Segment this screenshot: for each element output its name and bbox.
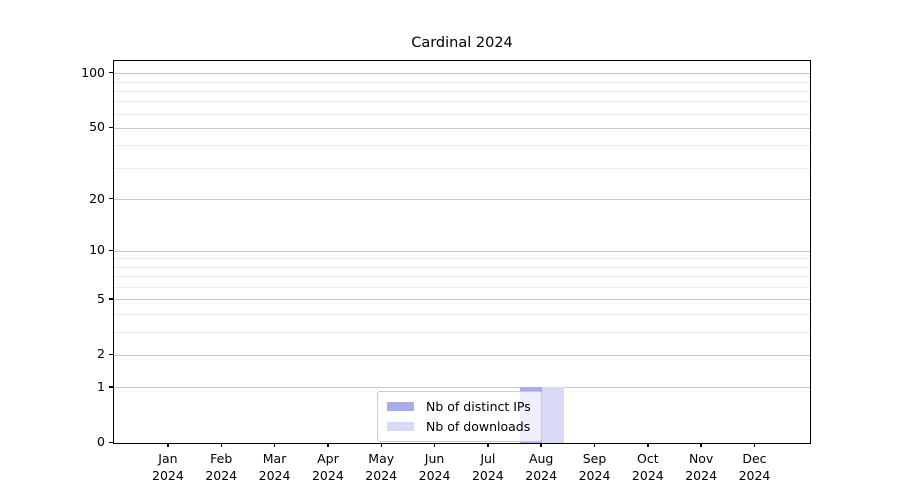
y-gridline-major-5	[114, 299, 810, 301]
y-gridline-major-50	[114, 127, 810, 129]
y-tick-mark-20	[109, 197, 113, 200]
y-tick-label-5: 5	[97, 290, 105, 306]
y-gridline-minor-8	[114, 266, 810, 268]
legend-swatch-downloads	[387, 421, 414, 432]
y-tick-label-2: 2	[97, 346, 105, 362]
y-tick-mark-1	[109, 386, 113, 388]
x-tick-mark-jul	[487, 443, 489, 447]
x-tick-label-jun: Jun 2024	[418, 451, 451, 483]
y-tick-mark-2	[109, 353, 113, 356]
y-gridline-minor-80	[114, 90, 810, 92]
x-tick-mark-mar	[273, 443, 276, 447]
y-gridline-major-100	[114, 73, 810, 75]
y-gridline-minor-6	[114, 287, 810, 289]
y-gridline-major-2	[114, 354, 810, 356]
y-gridline-minor-7	[114, 276, 810, 278]
x-tick-mark-apr	[327, 443, 329, 447]
x-tick-label-apr: Apr 2024	[311, 451, 344, 483]
x-tick-label-may: May 2024	[365, 451, 398, 483]
x-tick-label-mar: Mar 2024	[258, 451, 291, 483]
x-tick-mark-jun	[433, 443, 436, 447]
legend-item-distinct-ips: Nb of distinct IPs	[387, 399, 531, 414]
x-tick-label-feb: Feb 2024	[205, 451, 238, 483]
y-tick-label-50: 50	[89, 119, 105, 135]
x-tick-label-dec: Dec 2024	[738, 451, 771, 483]
y-tick-mark-100	[109, 71, 113, 74]
y-tick-mark-50	[109, 126, 113, 129]
y-gridline-minor-90	[114, 81, 810, 83]
y-tick-mark-5	[109, 298, 113, 300]
y-gridline-minor-40	[114, 145, 810, 147]
y-gridline-minor-60	[114, 113, 810, 115]
legend: Nb of distinct IPs Nb of downloads	[377, 391, 542, 442]
x-tick-label-oct: Oct 2024	[631, 451, 664, 483]
y-gridline-major-1	[114, 387, 810, 389]
legend-swatch-distinct-ips	[387, 401, 414, 412]
bar-downloads-aug	[542, 387, 565, 443]
y-gridline-major-20	[114, 199, 810, 200]
x-tick-mark-jan	[167, 443, 169, 447]
chart-title: Cardinal 2024	[411, 35, 513, 51]
x-tick-label-jul: Jul 2024	[471, 451, 504, 483]
x-tick-mark-may	[380, 443, 382, 447]
x-tick-label-jan: Jan 2024	[152, 451, 184, 483]
x-tick-mark-sep	[593, 443, 596, 447]
legend-label-downloads: Nb of downloads	[426, 419, 531, 434]
y-gridline-minor-70	[114, 101, 810, 103]
y-tick-label-10: 10	[89, 242, 105, 258]
y-tick-mark-0	[109, 441, 113, 444]
y-gridline-minor-3	[114, 331, 810, 333]
plot-area: Nb of distinct IPs Nb of downloads	[113, 60, 811, 444]
x-tick-mark-nov	[700, 443, 702, 447]
y-tick-label-20: 20	[89, 190, 105, 206]
y-tick-label-1: 1	[97, 378, 105, 394]
x-tick-mark-feb	[220, 443, 222, 447]
y-gridline-minor-9	[114, 258, 810, 260]
y-gridline-major-10	[114, 250, 810, 252]
x-tick-mark-oct	[647, 443, 649, 447]
legend-label-distinct-ips: Nb of distinct IPs	[426, 399, 531, 414]
y-gridline-minor-4	[114, 313, 810, 315]
y-tick-mark-10	[109, 249, 113, 251]
y-gridline-minor-30	[114, 167, 810, 169]
y-tick-label-100: 100	[81, 64, 105, 80]
y-tick-label-0: 0	[97, 434, 105, 450]
legend-item-downloads: Nb of downloads	[387, 419, 531, 434]
x-tick-mark-dec	[753, 443, 756, 447]
x-tick-label-aug: Aug 2024	[525, 451, 558, 483]
x-tick-mark-aug	[540, 443, 542, 447]
x-tick-label-nov: Nov 2024	[685, 451, 718, 483]
x-tick-label-sep: Sep 2024	[578, 451, 611, 483]
